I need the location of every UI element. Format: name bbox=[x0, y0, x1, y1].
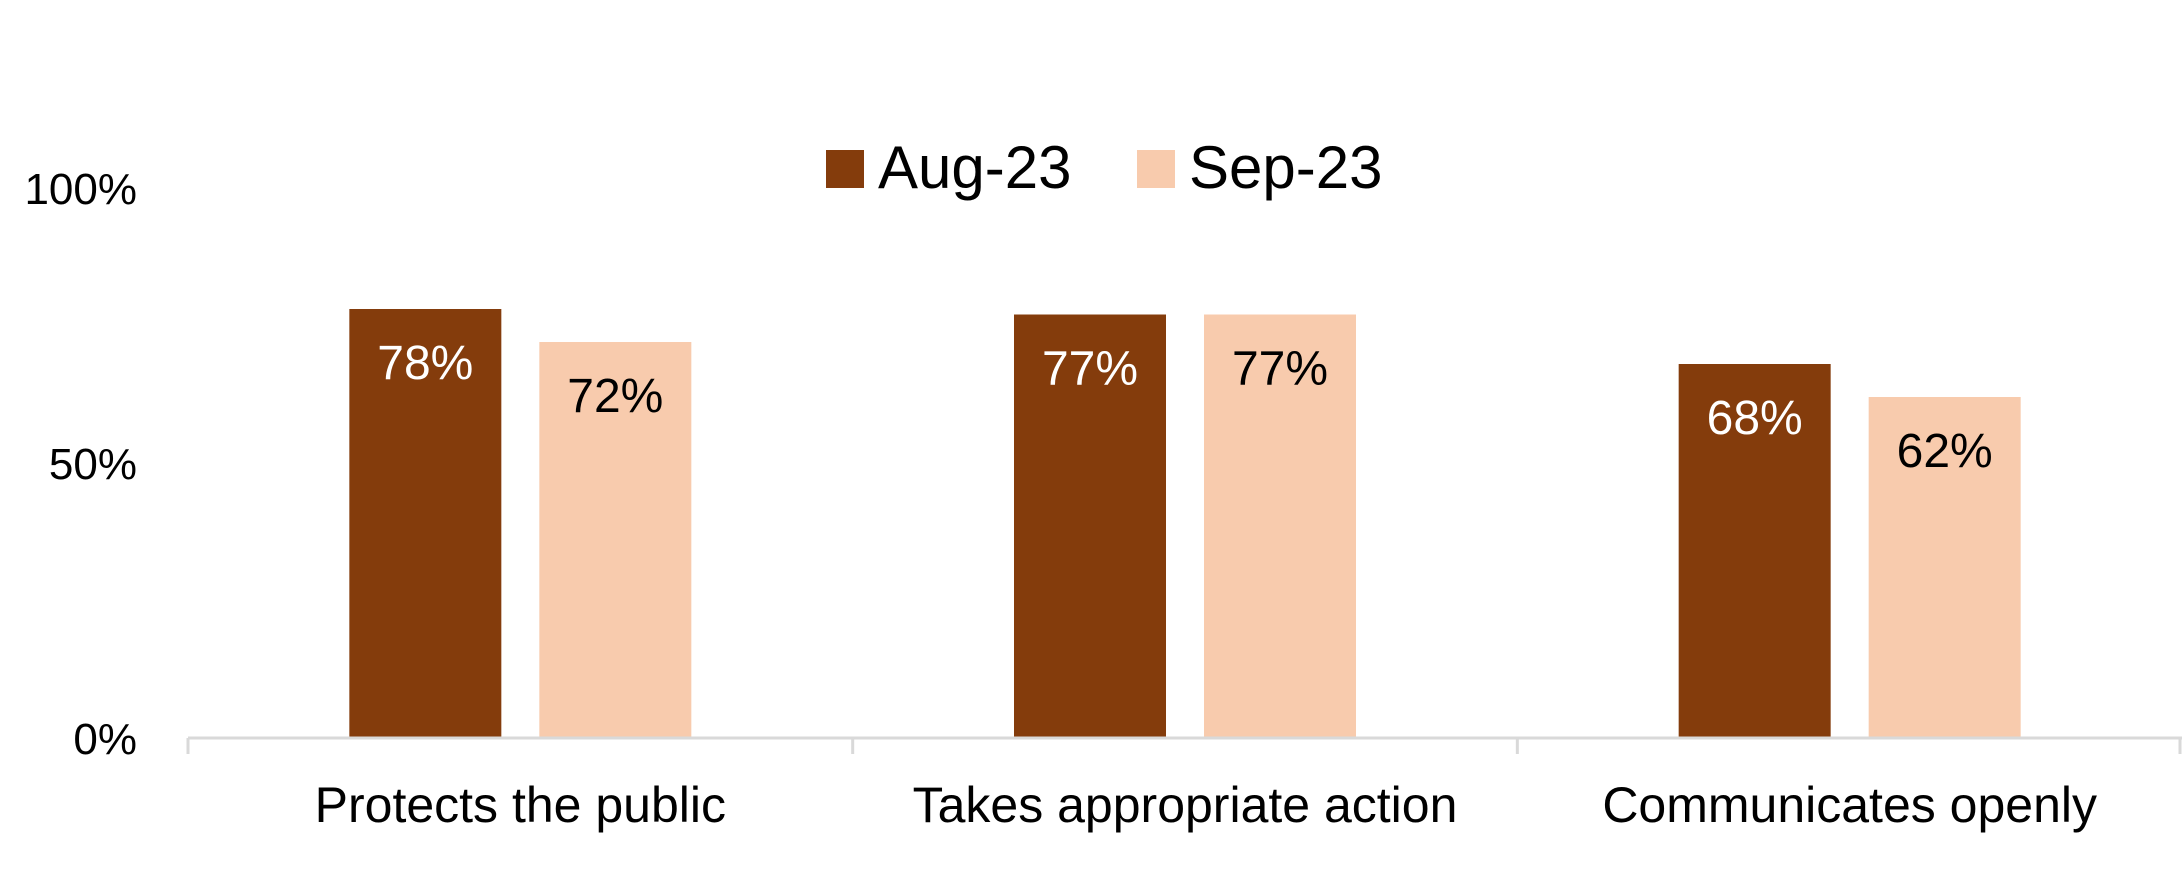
bar-aug-23 bbox=[349, 309, 502, 738]
category-label: Takes appropriate action bbox=[913, 777, 1458, 833]
category-label: Communicates openly bbox=[1602, 777, 2097, 833]
y-axis: 0% 50% 100% bbox=[24, 165, 137, 764]
y-tick-label: 0% bbox=[73, 715, 137, 764]
y-tick-label: 50% bbox=[49, 440, 137, 489]
legend: Aug-23 Sep-23 bbox=[826, 134, 1382, 201]
legend-label: Aug-23 bbox=[878, 134, 1071, 201]
bar-sep-23 bbox=[1868, 397, 2021, 738]
bar-sep-23 bbox=[1204, 314, 1356, 738]
bar-aug-23 bbox=[1014, 314, 1166, 738]
legend-swatch bbox=[1137, 150, 1175, 188]
data-label: 72% bbox=[567, 370, 663, 423]
data-label: 77% bbox=[1232, 343, 1328, 396]
category-label: Protects the public bbox=[315, 777, 726, 833]
data-label: 77% bbox=[1042, 343, 1138, 396]
legend-swatch bbox=[826, 150, 864, 188]
x-axis: Protects the public Takes appropriate act… bbox=[186, 736, 2182, 833]
bar-sep-23 bbox=[539, 342, 692, 738]
bar-aug-23 bbox=[1678, 364, 1831, 738]
y-tick-label: 100% bbox=[24, 165, 137, 214]
bars: 78% 72% 77% 77% 68% 62% bbox=[349, 309, 2021, 738]
data-label: 78% bbox=[377, 337, 473, 390]
data-label: 62% bbox=[1897, 425, 1993, 478]
data-label: 68% bbox=[1707, 392, 1803, 445]
legend-label: Sep-23 bbox=[1189, 134, 1382, 201]
